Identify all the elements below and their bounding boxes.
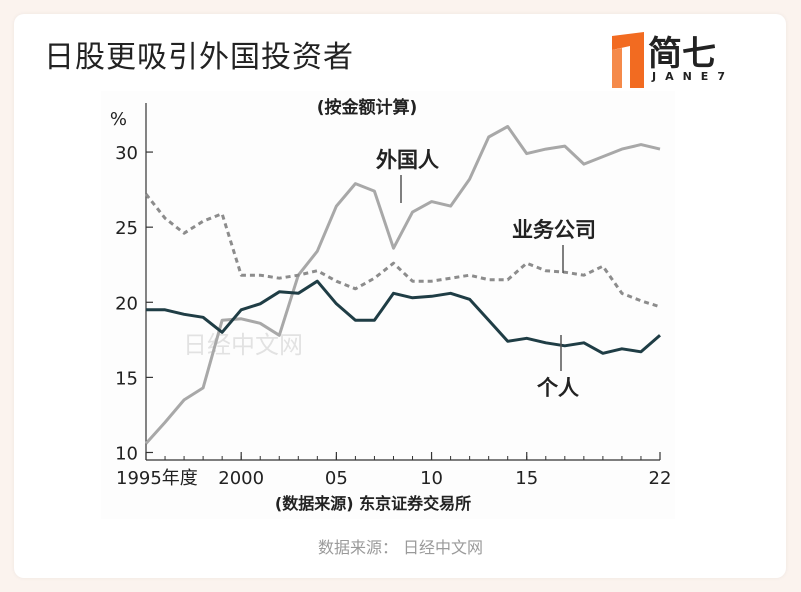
y-tick-label: 10 <box>115 443 138 464</box>
x-tick-label: 05 <box>325 468 348 489</box>
series-label-1: 外国人 <box>376 148 439 172</box>
logo-mark-icon <box>612 32 644 88</box>
y-tick-label: 15 <box>115 368 138 389</box>
x-tick-label: 10 <box>420 468 443 489</box>
chart-area: 日经中文网 10 15 20 25 30% 1995年度 2000 05 10 15 22 (按金额计算… <box>101 91 675 519</box>
x-tick-label: 1995年度 <box>116 468 198 489</box>
x-tick-label: 22 <box>649 468 672 489</box>
y-tick-label: 30 <box>115 143 138 164</box>
y-tick-label: 20 <box>115 293 138 314</box>
series-line-3 <box>146 279 661 355</box>
y-axis-unit: % <box>110 109 127 130</box>
series-line-1 <box>144 125 661 445</box>
watermark-text: 日经中文网 <box>183 331 303 359</box>
logo-subtext: JANE7 <box>652 70 734 83</box>
series-label-2: 业务公司 <box>512 218 596 242</box>
brand-logo: 简七 JANE7 <box>606 26 776 96</box>
series-line-2 <box>144 193 661 309</box>
chart-title: (按金额计算) <box>317 97 418 118</box>
source-caption: 数据来源： 日经中文网 <box>317 538 484 557</box>
line-chart: 日经中文网 10 15 20 25 30% 1995年度 2000 05 10 15 22 (按金额计算… <box>110 97 672 513</box>
y-tick-label: 25 <box>115 218 138 239</box>
x-tick-label: 15 <box>515 468 538 489</box>
series-label-3: 个人 <box>537 376 579 400</box>
x-axis-title: (数据来源) 东京证券交易所 <box>275 494 471 513</box>
logo-text: 简七 <box>648 34 716 74</box>
page-title: 日股更吸引外国投资者 <box>44 40 354 75</box>
x-tick-label: 2000 <box>218 468 264 489</box>
